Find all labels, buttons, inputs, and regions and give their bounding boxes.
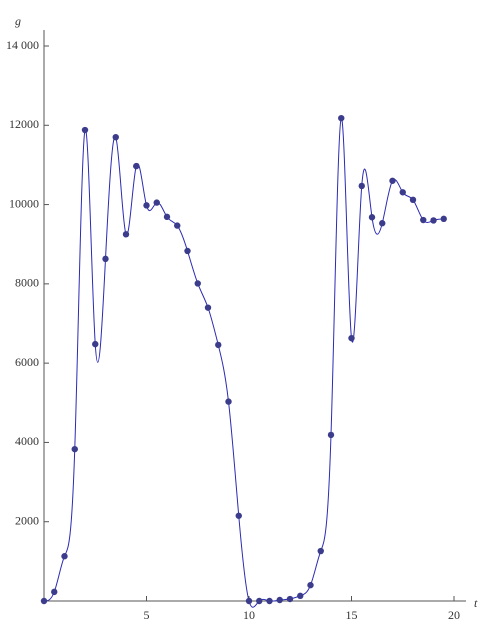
data-point <box>163 213 171 221</box>
data-point <box>286 595 294 603</box>
y-tick-label: 12000 <box>9 117 39 131</box>
data-point <box>245 597 253 605</box>
data-point <box>92 340 99 348</box>
data-point <box>225 398 232 405</box>
data-point <box>430 217 437 224</box>
data-point <box>51 588 58 596</box>
data-point <box>81 126 89 134</box>
data-point <box>184 247 191 255</box>
y-tick-label: 10000 <box>9 196 39 210</box>
data-point <box>122 231 130 238</box>
data-point <box>358 182 365 190</box>
data-point <box>215 341 222 349</box>
curve <box>43 117 444 608</box>
x-tick-label: 15 <box>346 608 358 622</box>
data-point <box>174 222 181 229</box>
data-point <box>297 592 304 600</box>
data-point <box>389 177 396 184</box>
data-point <box>368 214 376 221</box>
data-point <box>399 189 406 196</box>
data-point <box>266 597 273 605</box>
data-point <box>348 334 355 342</box>
data-point <box>235 512 242 519</box>
data-point <box>420 216 427 224</box>
data-point <box>440 215 447 223</box>
data-point <box>379 220 386 227</box>
y-axis-label: g <box>15 14 21 28</box>
x-tick-label: 5 <box>144 608 150 622</box>
data-point <box>338 114 345 122</box>
y-tick-label: 14 000 <box>6 38 39 52</box>
x-axis-label: t <box>474 596 478 610</box>
data-point <box>307 581 314 589</box>
data-point <box>61 553 68 560</box>
x-tick-label: 20 <box>448 608 460 622</box>
data-point <box>204 304 212 311</box>
data-point <box>102 255 109 263</box>
y-tick-label: 2000 <box>15 513 39 527</box>
data-point <box>153 199 160 206</box>
y-tick-label: 6000 <box>15 355 39 369</box>
data-point <box>409 196 417 204</box>
data-point <box>40 597 48 605</box>
x-tick-label: 10 <box>243 608 255 622</box>
data-point <box>143 202 150 209</box>
data-point <box>276 596 283 604</box>
data-point <box>71 445 78 453</box>
y-tick-label: 4000 <box>15 434 39 448</box>
data-point <box>327 431 335 439</box>
data-point <box>256 597 263 605</box>
data-point <box>317 547 324 555</box>
y-tick-label: 8000 <box>15 276 39 290</box>
data-point <box>112 133 119 141</box>
data-point <box>194 280 201 287</box>
data-point <box>133 162 140 170</box>
